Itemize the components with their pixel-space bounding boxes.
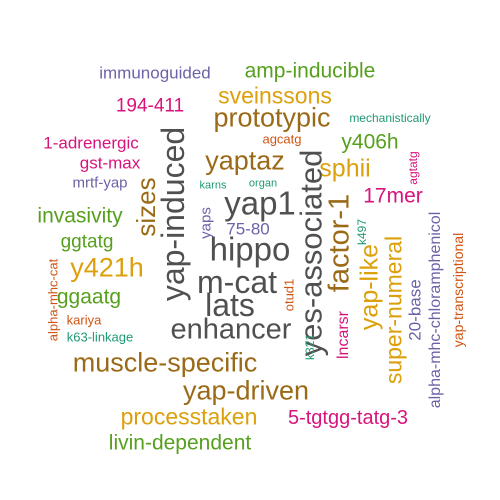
word-hippo: hippo: [209, 230, 291, 268]
word-invasivity: invasivity: [37, 204, 123, 228]
word-k321: k321: [303, 333, 317, 361]
word-yes-associated: yes-associated: [293, 149, 329, 357]
word-m-cat: m-cat: [197, 264, 277, 300]
word-otud1: otud1: [281, 278, 297, 312]
word-ggtatg: ggtatg: [60, 231, 114, 253]
word-17mer: 17mer: [363, 184, 423, 208]
word-agcatg: agcatg: [262, 131, 302, 147]
word-k63-linkage: k63-linkage: [66, 329, 134, 345]
word-ggaatg: ggaatg: [56, 285, 122, 309]
word-194-411: 194-411: [115, 95, 185, 117]
word-organ: organ: [248, 177, 278, 190]
word-k497: k497: [355, 218, 369, 246]
word-sphii: sphii: [319, 154, 371, 183]
word-y406h: y406h: [341, 130, 399, 154]
word-livin-dependent: livin-dependent: [108, 431, 252, 455]
word-yap-like: yap-like: [355, 243, 384, 331]
word-yap-induced: yap-induced: [155, 126, 191, 302]
word-karns: karns: [199, 179, 227, 192]
word-lats: lats: [205, 287, 255, 323]
word-yap1: yap1: [224, 184, 296, 222]
word-mechanistically: mechanistically: [349, 111, 431, 125]
word-processtaken: processtaken: [120, 403, 258, 430]
word-agtatg: agtatg: [406, 151, 420, 185]
word-alpha-mhc-chloramphenicol: alpha-mhc-chloramphenicol: [427, 211, 444, 409]
word-super-numeral: super-numeral: [380, 235, 407, 385]
word-75-80: 75-80: [226, 219, 270, 239]
word-yap-transcriptional: yap-transcriptional: [450, 232, 466, 348]
word-prototypic: prototypic: [213, 102, 331, 133]
word-factor-1: factor-1: [323, 193, 356, 293]
word-amp-inducible: amp-inducible: [244, 59, 376, 83]
word-lncarsr: lncarsr: [335, 310, 352, 360]
word-yaptaz: yaptaz: [205, 145, 285, 176]
word-y421h: y421h: [70, 252, 144, 283]
word-sizes: sizes: [131, 177, 161, 237]
word-immunoguided: immunoguided: [99, 63, 211, 83]
word-gst-max: gst-max: [79, 153, 141, 173]
word-muscle-specific: muscle-specific: [72, 347, 258, 378]
word-1-adrenergic: 1-adrenergic: [43, 133, 139, 153]
word-yap-driven: yap-driven: [182, 375, 310, 406]
word-enhancer: enhancer: [170, 313, 292, 346]
word-20-base: 20-base: [405, 279, 425, 341]
word-mrtf-yap: mrtf-yap: [72, 174, 128, 192]
word-5-tgtgg-tatg-3: 5-tgtgg-tatg-3: [287, 407, 409, 429]
word-sveinssons: sveinssons: [218, 82, 332, 109]
word-kariya: kariya: [66, 312, 102, 328]
